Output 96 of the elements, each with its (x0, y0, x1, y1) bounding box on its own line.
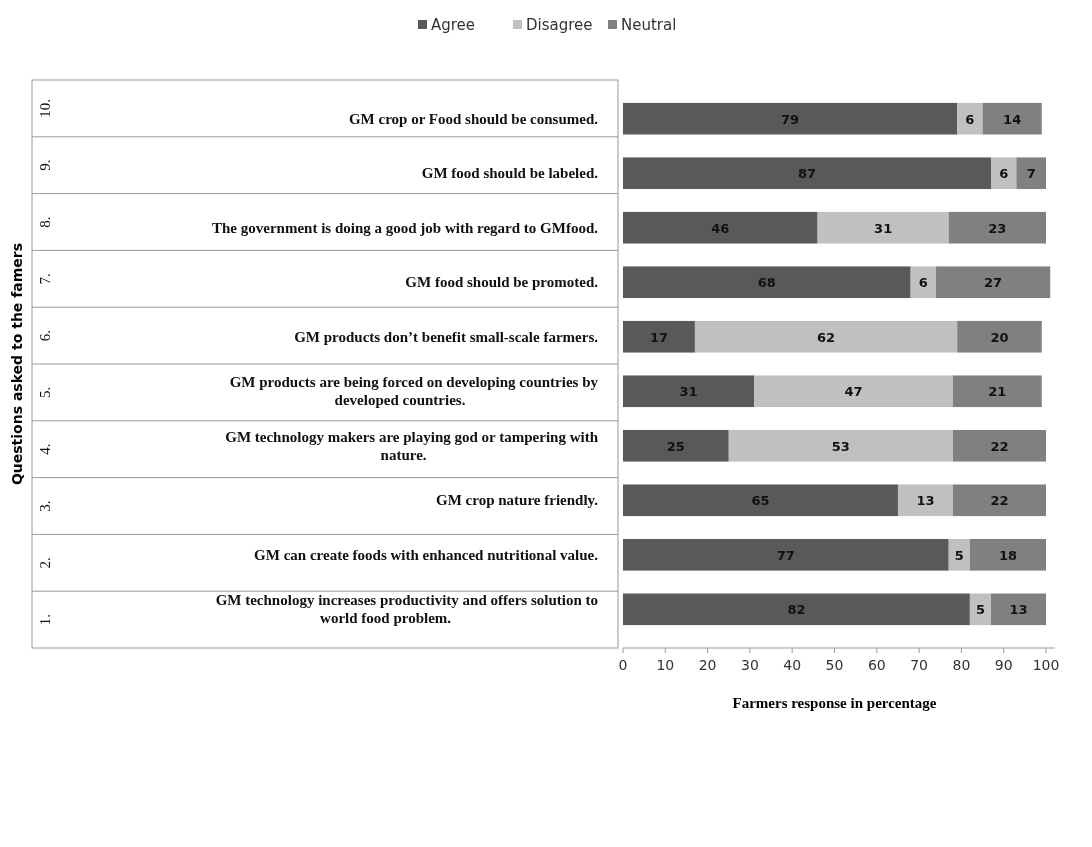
bar (982, 102, 1042, 135)
y-tick-label: GM products don’t benefit small-scale farmers. (294, 328, 599, 345)
text: 9. (37, 159, 53, 171)
bar (623, 429, 729, 462)
legend-label: Disagree (526, 16, 593, 34)
text: 8. (37, 216, 53, 228)
bar (969, 593, 992, 626)
data-label: 6 (965, 111, 975, 127)
bar (623, 484, 898, 517)
bar (897, 484, 953, 517)
bar (694, 320, 958, 353)
y-tick-label: The government is doing a good job with regard to GMfood. (212, 219, 599, 236)
data-label: 53 (831, 438, 850, 454)
x-tick-label: 70 (910, 657, 929, 673)
data-label: 17 (649, 329, 668, 345)
x-tick-label: 10 (656, 657, 675, 673)
data-label: 5 (975, 602, 985, 618)
text: 1. (37, 613, 53, 626)
y-tick-label: GM food should be promoted. (405, 274, 599, 291)
x-tick-label: 90 (994, 657, 1013, 673)
data-label: 6 (918, 275, 928, 291)
data-label: 13 (916, 493, 935, 509)
data-label: 62 (816, 329, 836, 345)
y-tick-label: GM can create foods with enhanced nutritional value. (254, 546, 599, 563)
data-label: 21 (988, 384, 1007, 400)
bar (623, 538, 949, 571)
bar (952, 375, 1042, 408)
y-tick-label: GM food should be labeled. (421, 165, 599, 182)
x-tick-label: 50 (825, 657, 844, 673)
bar (728, 429, 953, 462)
bar (623, 157, 992, 190)
data-label: 7 (1026, 166, 1036, 182)
bar (991, 593, 1046, 626)
bar (754, 375, 953, 408)
data-label: 79 (781, 111, 800, 127)
legend-label: Agree (431, 16, 476, 34)
text: 6. (37, 329, 53, 342)
bar (1016, 157, 1046, 190)
y-tick-label: GM technology makers are playing god or tampering with nature. (225, 428, 599, 463)
bar (957, 320, 1042, 353)
bar (910, 266, 937, 299)
bar (948, 211, 1046, 244)
bar (623, 320, 695, 353)
y-tick-label: GM technology increases productivity and offers solution to world food problem. (215, 592, 598, 627)
text: Questions asked to the famers (9, 242, 25, 486)
data-label: 22 (990, 493, 1009, 509)
data-label: 31 (874, 220, 893, 236)
text: 5. (37, 386, 53, 399)
text: 4. (37, 443, 53, 455)
text: 10. (37, 99, 53, 118)
text: 2. (37, 557, 53, 569)
data-label: 6 (999, 166, 1009, 182)
data-label: 68 (757, 275, 776, 291)
data-label: 87 (797, 166, 817, 182)
bar (623, 211, 818, 244)
data-label: 77 (776, 547, 795, 563)
bar (952, 484, 1046, 517)
bar (948, 538, 970, 571)
bar (936, 266, 1051, 299)
x-tick-label: 30 (740, 657, 759, 673)
bar (623, 102, 958, 135)
y-tick-label: GM crop or Food should be consumed. (348, 110, 599, 127)
data-label: 65 (751, 493, 770, 509)
bar (952, 429, 1046, 462)
data-label: 13 (1009, 602, 1028, 618)
bar (991, 157, 1017, 190)
x-tick-label: 40 (783, 657, 802, 673)
bar (957, 102, 983, 135)
data-label: 20 (990, 329, 1009, 345)
bar (623, 266, 911, 299)
x-tick-label: 80 (952, 657, 971, 673)
data-label: 23 (988, 220, 1007, 236)
data-label: 18 (998, 547, 1017, 563)
data-label: 31 (679, 384, 698, 400)
text: 7. (37, 273, 53, 285)
data-label: 27 (984, 275, 1003, 291)
data-label: 47 (844, 384, 863, 400)
legend-label: Neutral (621, 16, 677, 34)
y-tick-label: GM crop nature friendly. (436, 492, 599, 509)
data-label: 25 (666, 438, 685, 454)
data-label: 5 (954, 547, 964, 563)
bar (817, 211, 949, 244)
bar (623, 593, 970, 626)
x-tick-label: 100 (1032, 657, 1060, 673)
x-axis-title: Farmers response in percentage (732, 695, 937, 711)
data-label: 22 (990, 438, 1009, 454)
data-label: 14 (1003, 111, 1022, 127)
x-tick-label: 60 (867, 657, 886, 673)
data-label: 46 (711, 220, 730, 236)
data-label: 82 (787, 602, 806, 618)
x-tick-label: 20 (698, 657, 717, 673)
x-tick-label: 0 (618, 657, 628, 673)
bar (969, 538, 1046, 571)
y-tick-label: GM products are being forced on developing countries by developed countries. (229, 374, 599, 409)
bar (623, 375, 755, 408)
text: 3. (37, 500, 53, 512)
